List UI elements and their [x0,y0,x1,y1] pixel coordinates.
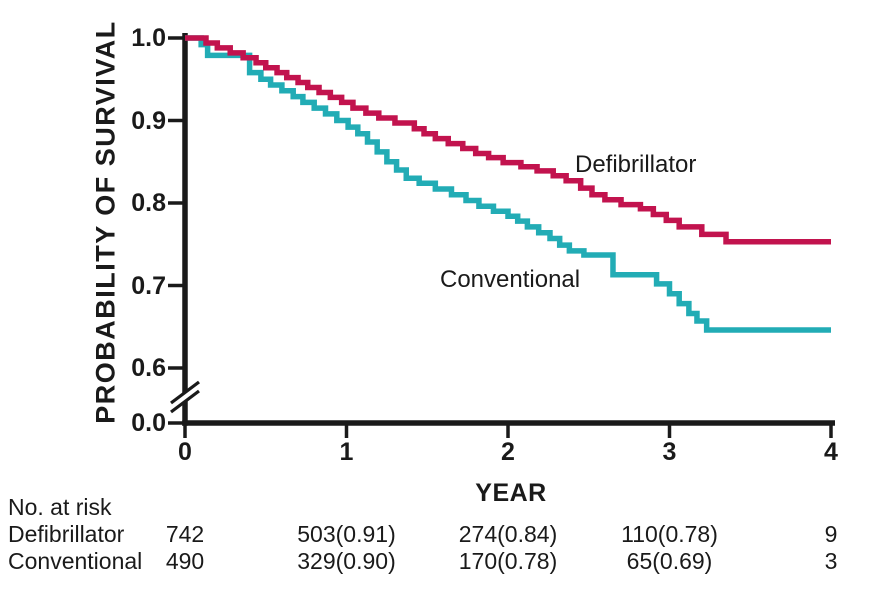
x-tick-label: 0 [178,438,192,466]
y-axis-break-gap [173,384,197,410]
risk-row-value: 742 [165,521,205,547]
x-tick-label: 2 [501,438,515,466]
y-tick-label: 0.9 [131,106,166,135]
risk-row-value: 3 [824,548,838,574]
series-label-conventional: Conventional [440,266,581,293]
series-curve-defibrillator [185,35,831,245]
series-curve-conventional [185,35,831,333]
risk-row-label: Conventional [8,548,143,574]
risk-row-label: Defibrillator [8,521,125,547]
x-tick-label: 1 [339,438,354,466]
risk-row-value: 503(0.91) [297,521,396,547]
risk-row-value: 170(0.78) [458,548,558,574]
risk-row-value: 329(0.90) [297,548,396,574]
x-tick-label: 4 [824,438,838,466]
risk-row-defibrillator: Defibrillator 742 503(0.91) 274(0.84) 110(0.… [0,521,885,547]
risk-table-heading: No. at risk [8,494,112,520]
y-tick-label: 0.7 [131,271,166,300]
risk-row-value: 274(0.84) [458,521,558,547]
x-axis-title: YEAR [475,479,547,507]
y-tick-label: 1.0 [131,24,166,52]
risk-row-value: 490 [165,548,205,574]
series-label-defibrillator: Defibrillator [575,151,697,178]
y-axis-break-slash [170,380,200,405]
y-tick-label: 0.6 [131,354,166,382]
risk-row-value: 9 [824,521,838,547]
y-axis-break-slash [170,389,200,414]
y-tick-label: 0.8 [131,189,166,217]
x-tick-label: 3 [662,438,677,466]
risk-row-value: 110(0.78) [621,521,718,547]
y-tick-label: 0.0 [131,409,166,437]
risk-row-value: 65(0.69) [626,548,713,574]
risk-row-conventional: Conventional 490 329(0.90) 170(0.78) 65(0.69… [0,548,885,574]
